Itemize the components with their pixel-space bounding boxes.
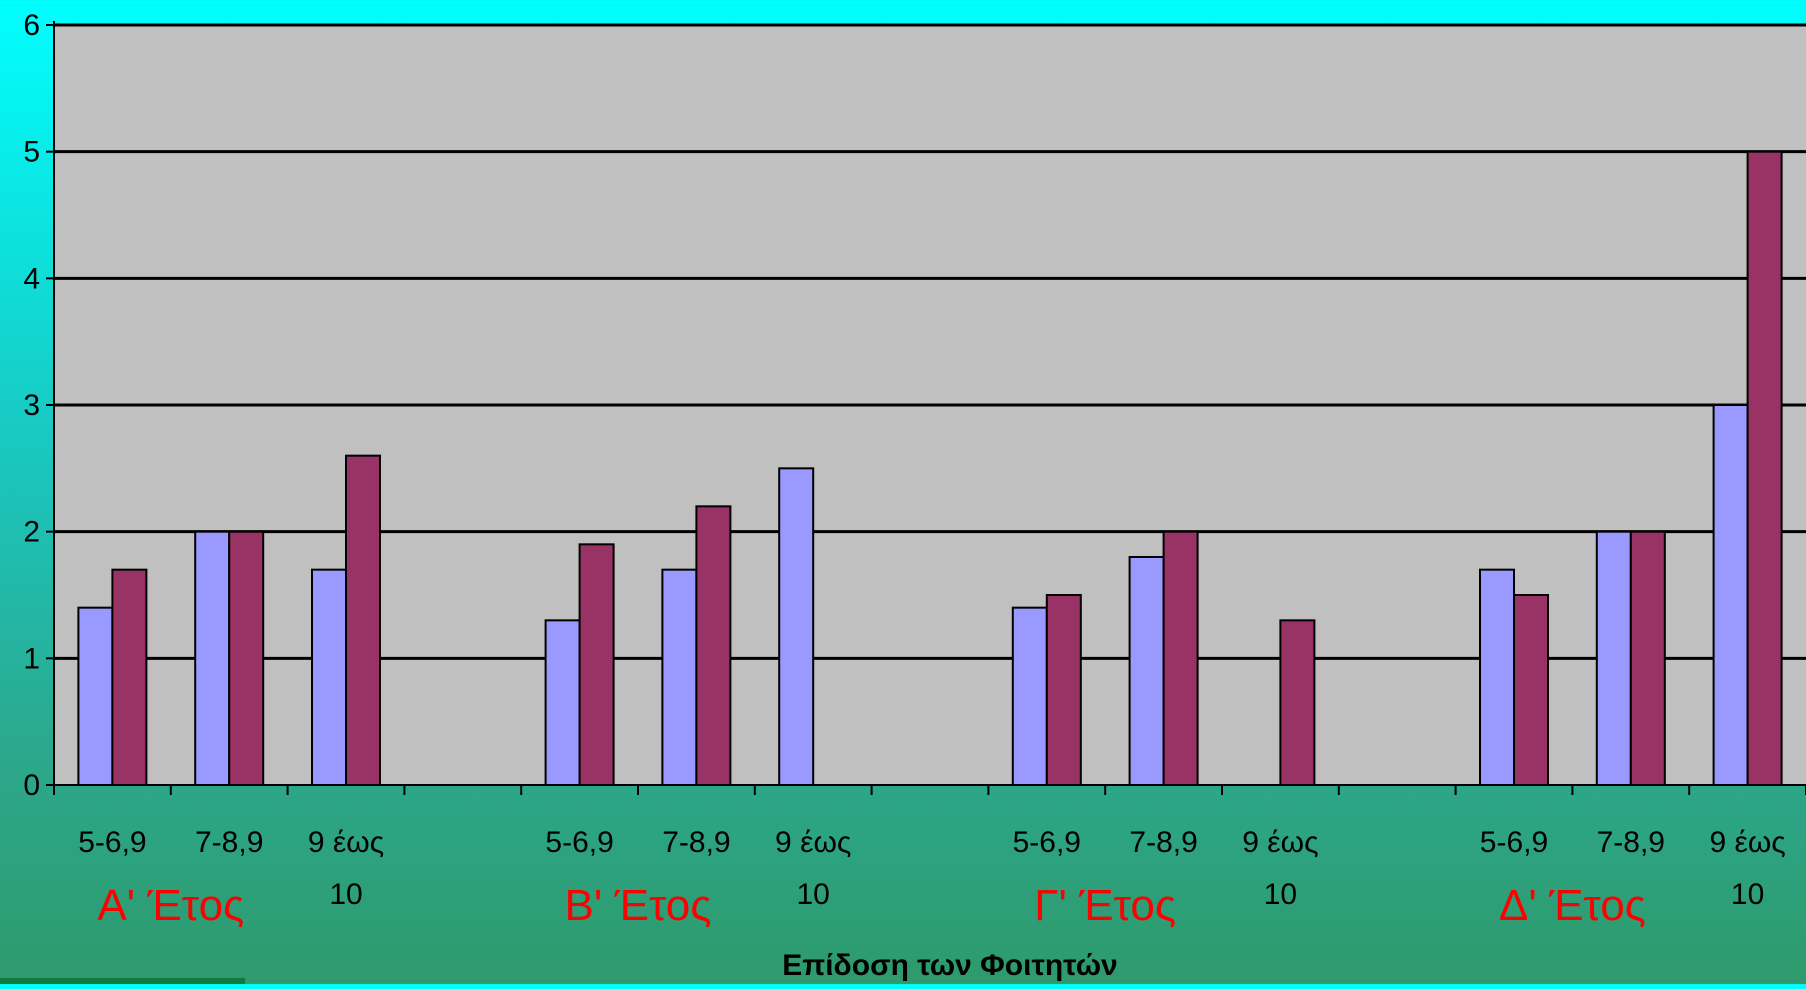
bar-series-a (1712, 404, 1749, 786)
y-tick-label: 1 (23, 642, 40, 675)
bar-series-b (1629, 530, 1666, 787)
bar-series-b (1279, 619, 1316, 786)
x-tick-label: 9 έως 10 (1709, 826, 1785, 911)
bar-series-a (1128, 556, 1165, 786)
bar-series-a (1011, 606, 1048, 787)
bar-series-b (578, 543, 615, 786)
x-tick-label: 9 έως 10 (308, 826, 384, 911)
y-tick-label: 5 (23, 136, 40, 169)
decorative-band (0, 978, 245, 984)
bar-series-b (1746, 150, 1783, 786)
bar-series-a (1479, 568, 1515, 787)
bar-series-a (311, 568, 347, 787)
x-axis-title: Επίδοση των Φοιτητών (782, 949, 1118, 982)
y-tick-label: 2 (23, 516, 40, 549)
x-tick-label: 5-6,9 (1480, 826, 1548, 859)
group-label: Γ' Έτος (1034, 881, 1176, 930)
x-tick-label: 7-8,9 (195, 826, 263, 859)
x-tick-label: 7-8,9 (1597, 826, 1665, 859)
group-label: Δ' Έτος (1499, 881, 1646, 930)
bar-series-b (1045, 594, 1082, 786)
bar-series-b (695, 505, 732, 786)
bar-series-a (194, 530, 231, 787)
x-tick-label: 9 έως 10 (775, 826, 851, 911)
bar-series-a (778, 467, 815, 786)
x-tick-label: 5-6,9 (1013, 826, 1081, 859)
x-tick-label: 7-8,9 (662, 826, 730, 859)
group-label: Β' Έτος (565, 881, 712, 930)
bar-series-a (661, 568, 698, 787)
group-label: Α' Έτος (97, 881, 244, 930)
bar-series-b (345, 454, 381, 786)
bar-series-b (111, 568, 148, 787)
y-tick-label: 3 (23, 389, 40, 422)
bar-series-b (1162, 530, 1199, 787)
y-tick-label: 0 (23, 769, 40, 802)
y-tick-label: 6 (23, 9, 40, 42)
x-tick-label: 9 έως 10 (1242, 826, 1318, 911)
y-tick-label: 4 (23, 262, 40, 295)
bar-series-a (1595, 530, 1632, 787)
x-tick-label: 5-6,9 (78, 826, 146, 859)
bar-series-a (544, 619, 581, 786)
bar-series-b (1513, 594, 1549, 786)
bar-series-a (77, 606, 114, 787)
x-tick-label: 7-8,9 (1129, 826, 1197, 859)
x-tick-label: 5-6,9 (545, 826, 613, 859)
bar-series-b (228, 530, 265, 787)
